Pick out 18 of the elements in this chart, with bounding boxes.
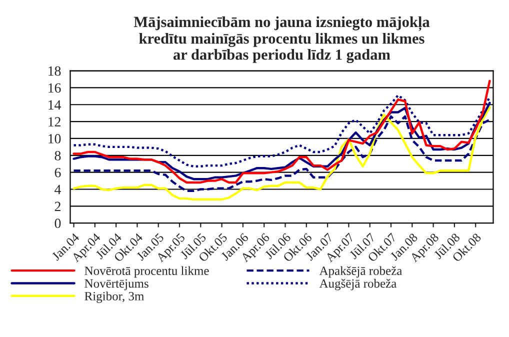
legend-label: Rigibor, 3m: [84, 292, 144, 303]
y-tick-label: 6: [54, 168, 61, 178]
line-series: [72, 106, 491, 201]
legend-label: Novērtējums: [84, 279, 148, 290]
y-tick-label: 16: [48, 83, 61, 93]
legend-label: Novērotā procentu likme: [84, 266, 209, 278]
legend-label: Augšējā robeža: [319, 278, 396, 290]
y-tick-label: 10: [48, 134, 61, 144]
y-tick-label: 18: [48, 66, 61, 76]
y-tick-label: 14: [48, 100, 61, 110]
y-tick-label: 4: [54, 184, 61, 194]
y-tick-label: 12: [48, 117, 60, 126]
y-tick-label: 8: [54, 150, 61, 160]
line-series: [72, 80, 491, 184]
y-tick-label: 0: [54, 218, 61, 228]
y-tick-label: 2: [54, 202, 60, 211]
chart-title: Mājsaimniecībām no jauna izsniegto mājokļa kredītu mainīgās procentu likmes un likmes ar darbības periodu līdz 1 gadam: [134, 16, 430, 64]
legend-label: Apakšējā robeža: [319, 266, 402, 278]
